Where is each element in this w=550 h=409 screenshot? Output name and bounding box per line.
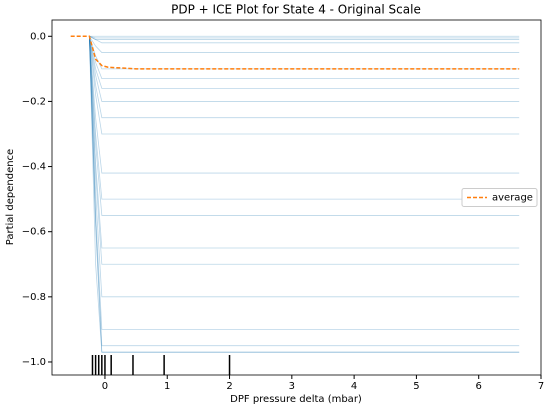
ice-line (89, 35, 520, 44)
ice-line (88, 36, 520, 135)
y-tick-label: −0.4 (22, 162, 46, 173)
y-tick-label: −0.8 (22, 292, 46, 303)
ice-line (88, 36, 520, 89)
plot-frame (51, 19, 542, 376)
ice-line (88, 36, 520, 80)
x-tick-label: 1 (164, 381, 170, 392)
x-tick-label: 4 (351, 381, 357, 392)
ice-line (88, 36, 520, 119)
ice-line (89, 36, 520, 53)
ice-line (88, 36, 520, 353)
ice-line (88, 36, 520, 216)
x-tick-label: 2 (226, 381, 232, 392)
x-tick-label: 5 (413, 381, 419, 392)
ice-line (89, 35, 520, 40)
x-tick-label: 3 (289, 381, 295, 392)
y-tick-label: −0.2 (22, 96, 46, 107)
ice-line (89, 35, 520, 39)
average-line (70, 35, 520, 70)
ice-line (88, 36, 520, 330)
x-tick-label: 0 (102, 381, 108, 392)
y-tick-label: −1.0 (22, 357, 46, 368)
legend-box (461, 188, 538, 207)
y-axis-label: Partial dependence (5, 149, 16, 245)
x-tick-label: 6 (476, 381, 482, 392)
ice-line (88, 36, 520, 298)
ice-line (88, 36, 520, 102)
ice-line (88, 36, 520, 353)
y-tick-label: 0.0 (30, 31, 46, 42)
ice-line (88, 36, 520, 347)
ice-line (88, 36, 520, 174)
y-tick-label: −0.6 (22, 227, 46, 238)
ice-line (88, 36, 520, 265)
x-axis-label: DPF pressure delta (mbar) (230, 394, 362, 405)
x-tick-label: 7 (538, 381, 544, 392)
legend-label: average (492, 193, 533, 204)
ice-line (88, 36, 520, 200)
chart-title: PDP + ICE Plot for State 4 - Original Sc… (171, 3, 421, 17)
ice-line (88, 36, 520, 249)
